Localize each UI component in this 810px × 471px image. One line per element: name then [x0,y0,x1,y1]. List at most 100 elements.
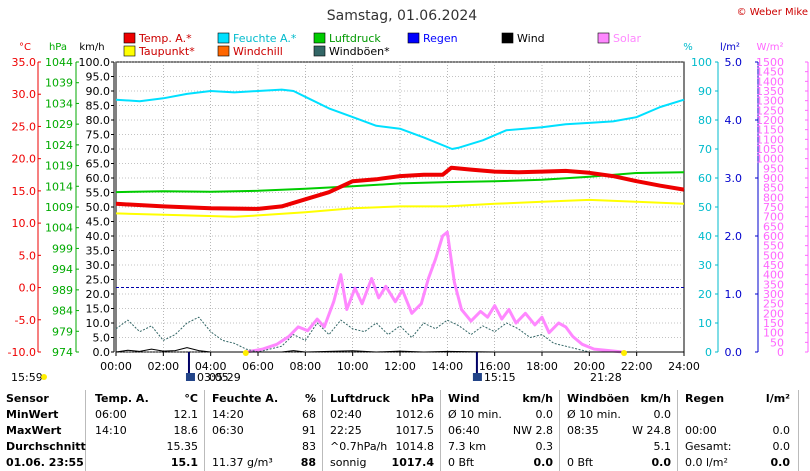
table-header: l/m² [765,392,790,405]
table-cell: 1014.8 [395,440,435,453]
legend-label: Wind [517,32,545,45]
table-column-separator [677,390,678,471]
axis-tick-label-humidity: 30 [698,259,712,272]
axis-tick-label-solar: 450 [763,259,784,272]
axis-tick-label-temp: 25.0 [12,120,37,133]
axis-tick-label-temp: 10.0 [12,217,37,230]
x-tick-label: 06:00 [242,360,274,373]
table-column-separator [798,390,799,471]
table-cell: 1017.5 [395,424,435,437]
axis-tick-label-wind: 15.0 [86,303,111,316]
table-cell: 11.37 g/m³ [212,456,273,469]
axis-tick-label-pressure: 1024 [45,139,73,152]
table-header: km/h [522,392,553,405]
axis-tick-label-humidity: 20 [698,288,712,301]
legend-swatch [313,45,326,57]
legend-label: Taupunkt* [138,45,195,58]
table-cell: 0.0 [770,456,791,469]
table-cell: 06:40 [448,424,480,437]
table-cell: 1017.4 [391,456,434,469]
table-header: Temp. A. [95,392,149,405]
legend-swatch [501,32,514,44]
chart-series [115,88,685,354]
table-cell: 83 [302,440,316,453]
axis-tick-label-temp: 30.0 [12,88,37,101]
axis-unit-rain: l/m² [720,42,740,53]
axis-tick-label-temp: 35.0 [12,56,37,69]
sun-icon [41,374,47,380]
x-tick-label: 04:00 [195,360,227,373]
axis-tick-label-wind: 70.0 [86,143,111,156]
axis-tick-label-wind: 55.0 [86,187,111,200]
legend-label: Regen [423,32,458,45]
table-cell: NW 2.8 [512,424,553,437]
legend-label: Windchill [233,45,283,58]
axis-tick-label-solar: 0 [777,346,784,359]
table-row-label: MinWert [6,408,59,421]
axis-tick-label-pressure: 974 [52,346,73,359]
table-row-label: 01.06. 23:55 [6,456,84,469]
table-cell: 0.0 [772,424,791,437]
table-header: Wind [448,392,480,405]
axis-tick-label-humidity: 70 [698,143,712,156]
axis-tick-label-temp: -5.0 [15,314,36,327]
chart-axes: 35.030.025.020.015.010.05.00.0-5.0-10.01… [8,56,809,373]
table-cell: 0 Bft [567,456,594,469]
axis-tick-label-pressure: 979 [52,325,73,338]
axis-tick-label-pressure: 1044 [45,56,73,69]
series-line-solar [245,230,623,354]
table-cell: ^0.7hPa/h [330,440,388,453]
table-header: Windböen [567,392,630,405]
left-time-label: 15:59 [11,371,43,384]
chart-title: Samstag, 01.06.2024 [327,8,478,24]
x-tick-label: 02:00 [147,360,179,373]
table-cell: Ø 10 min. [448,408,502,421]
axis-tick-label-solar: 1050 [756,143,784,156]
axis-tick-label-wind: 0.0 [93,346,111,359]
copyright-text: © Weber Mike [737,7,808,18]
axis-tick-label-solar: 1250 [756,104,784,117]
axis-tick-label-humidity: 60 [698,172,712,185]
table-cell: 91 [302,424,316,437]
legend-label: Feuchte A.* [233,32,297,45]
table-cell: 5.1 [653,440,672,453]
table-header: % [304,392,316,405]
table-column-separator [440,390,441,471]
axis-tick-label-pressure: 999 [52,242,73,255]
axis-unit-wind: km/h [79,42,104,53]
axis-tick-label-solar: 200 [763,307,784,320]
axis-tick-label-solar: 1200 [756,114,784,127]
axis-tick-label-wind: 60.0 [86,172,111,185]
series-line-luftdruck [115,171,685,194]
table-cell: 0.0 [653,408,672,421]
series-line-taupunkt [115,198,685,218]
axis-tick-label-humidity: 40 [698,230,712,243]
axis-tick-label-pressure: 1029 [45,118,73,131]
axis-tick-label-wind: 40.0 [86,230,111,243]
axis-tick-label-wind: 95.0 [86,71,111,84]
axis-tick-label-solar: 400 [763,269,784,282]
axis-tick-label-wind: 65.0 [86,158,111,171]
axis-tick-label-wind: 45.0 [86,216,111,229]
axis-tick-label-rain: 4.0 [725,114,743,127]
axis-unit-humidity: % [683,42,693,53]
x-tick-label: 20:00 [573,360,605,373]
table-cell: 12.1 [173,408,199,421]
sunset-time: 21:28 [590,371,622,384]
table-cell: 0.3 [535,440,554,453]
axis-tick-label-humidity: 50 [698,201,712,214]
table-header: Feuchte A. [212,392,279,405]
moon-icon [185,373,195,381]
axis-tick-label-solar: 500 [763,249,784,262]
table-column-separator [204,390,205,471]
axis-tick-label-rain: 0.0 [725,346,743,359]
axis-tick-label-wind: 75.0 [86,129,111,142]
table-header: Luftdruck [330,392,390,405]
axis-tick-label-solar: 1100 [756,133,784,146]
axis-tick-label-solar: 600 [763,230,784,243]
weather-chart: Samstag, 01.06.2024 © Weber Mike Temp. A… [8,7,809,384]
axis-tick-label-humidity: 10 [698,317,712,330]
table-cell: 06:30 [212,424,244,437]
axis-tick-label-solar: 1150 [756,124,784,137]
axis-tick-label-solar: 800 [763,191,784,204]
